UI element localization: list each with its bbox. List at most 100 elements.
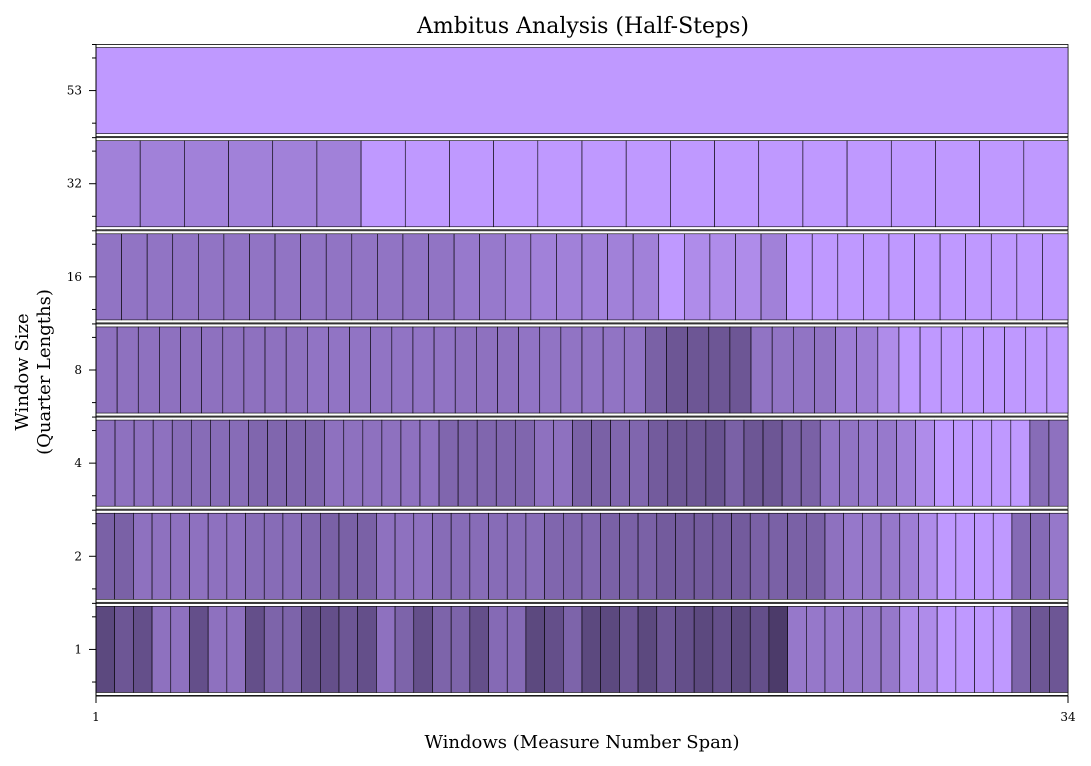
heat-cell xyxy=(625,140,671,228)
heat-cell xyxy=(880,512,901,600)
heat-cell xyxy=(376,512,396,600)
heat-cell xyxy=(863,233,890,321)
heat-cell xyxy=(581,606,601,693)
heat-cell xyxy=(814,326,836,414)
heat-cell xyxy=(1029,419,1050,507)
heat-cell xyxy=(282,606,302,693)
heat-cell xyxy=(189,606,209,693)
heat-cell xyxy=(343,419,364,507)
heat-cell xyxy=(450,606,471,693)
heat-cell xyxy=(648,419,669,507)
heat-cell xyxy=(184,140,229,228)
heat-cell xyxy=(438,419,459,507)
heat-cell xyxy=(170,606,190,693)
heat-cell xyxy=(983,326,1005,414)
heat-cell xyxy=(972,419,993,507)
heat-cell xyxy=(338,512,358,600)
heat-cell xyxy=(357,606,377,693)
heat-cell xyxy=(898,326,921,414)
heat-cell xyxy=(940,326,963,414)
heat-cell xyxy=(190,419,211,507)
heat-cell xyxy=(152,419,173,507)
heat-cell xyxy=(749,512,770,600)
heat-cell xyxy=(1042,233,1069,321)
heat-cell xyxy=(877,419,897,507)
heat-cell xyxy=(428,233,455,321)
heat-cell xyxy=(497,326,519,414)
heat-cell xyxy=(370,326,393,414)
heat-cell xyxy=(282,512,302,600)
heat-cell xyxy=(731,606,751,693)
heat-cell xyxy=(249,233,276,321)
heat-cell xyxy=(675,512,695,600)
y-axis-label-line2: (Quarter Lengths) xyxy=(34,289,55,455)
heat-cell xyxy=(749,606,770,693)
heat-cell xyxy=(934,419,954,507)
heat-cell xyxy=(990,233,1018,321)
heat-cell xyxy=(656,606,676,693)
heat-cell xyxy=(320,606,340,693)
heat-cell xyxy=(400,419,421,507)
heat-cell xyxy=(787,512,807,600)
heat-cell xyxy=(151,606,172,693)
heat-cell xyxy=(454,326,477,414)
chart-title: Ambitus Analysis (Half-Steps) xyxy=(416,14,749,39)
heat-cell xyxy=(377,233,404,321)
heat-cell xyxy=(843,512,863,600)
heat-cell xyxy=(207,512,228,600)
heat-cell xyxy=(667,419,688,507)
heat-cell xyxy=(338,606,358,693)
heat-cell xyxy=(675,606,695,693)
heat-cell xyxy=(974,606,994,693)
heat-cell xyxy=(915,419,935,507)
heat-cell xyxy=(919,326,942,414)
plot-area xyxy=(95,44,1069,696)
heat-cell xyxy=(781,419,802,507)
heat-cell xyxy=(301,512,321,600)
heat-cell xyxy=(824,512,844,600)
heat-cell xyxy=(95,140,141,228)
heat-cell xyxy=(245,512,265,600)
y-axis: 53 32 16 8 4 2 1 xyxy=(67,44,97,696)
heat-cell xyxy=(228,140,274,228)
heat-cell xyxy=(226,512,246,600)
x-tick-label-end: 34 xyxy=(1060,710,1076,724)
heat-cell xyxy=(979,140,1025,228)
heat-cell xyxy=(629,419,650,507)
heat-cell xyxy=(116,326,139,414)
heat-cell xyxy=(837,233,864,321)
heat-cell xyxy=(539,326,562,414)
heat-cell xyxy=(623,326,646,414)
heat-cell xyxy=(263,512,284,600)
heat-cell xyxy=(750,326,773,414)
heat-cell xyxy=(272,140,318,228)
heat-cell xyxy=(534,419,554,507)
heat-cell xyxy=(563,512,583,600)
heat-cell xyxy=(962,326,984,414)
heat-cell xyxy=(684,233,711,321)
heat-cell xyxy=(936,512,957,600)
heat-cell xyxy=(591,419,611,507)
heat-cell xyxy=(300,233,327,321)
heat-cell xyxy=(201,326,224,414)
heat-cell xyxy=(819,419,840,507)
heat-cell xyxy=(811,233,839,321)
heat-cell xyxy=(1023,140,1069,228)
heat-cell xyxy=(402,233,429,321)
heat-cell xyxy=(95,419,116,507)
heat-cell xyxy=(899,606,919,693)
heat-cell xyxy=(172,233,199,321)
heat-cell xyxy=(768,606,788,693)
heat-cell xyxy=(469,606,489,693)
heat-cell xyxy=(133,606,153,693)
heat-cell xyxy=(846,140,892,228)
heat-cell xyxy=(918,512,938,600)
heat-cell xyxy=(880,606,901,693)
heat-cell xyxy=(432,606,452,693)
x-axis: 1 34 xyxy=(92,695,1076,724)
y-tick-label: 4 xyxy=(74,456,82,470)
heat-cell xyxy=(1004,326,1027,414)
heat-cell xyxy=(600,512,620,600)
heat-cell xyxy=(914,233,941,321)
heat-cell xyxy=(835,326,857,414)
